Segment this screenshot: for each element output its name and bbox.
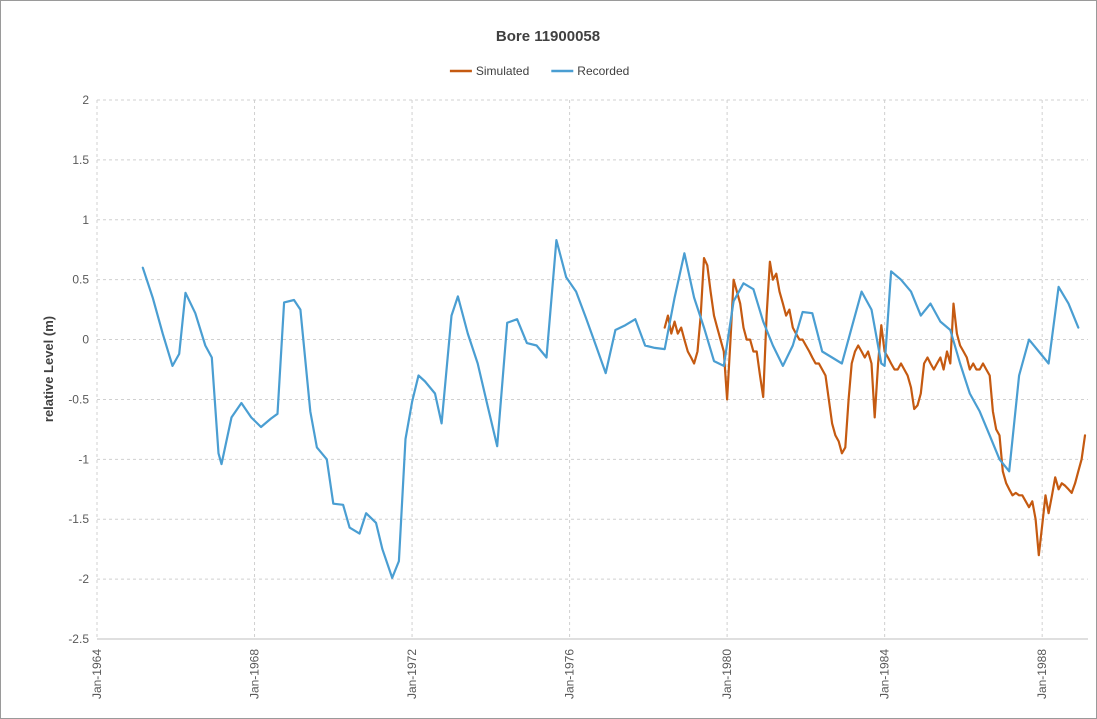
series-layer — [141, 239, 1087, 579]
series-line-simulated — [663, 257, 1087, 557]
x-tick-label: Jan-1980 — [720, 649, 734, 699]
y-tick-label: 0.5 — [72, 273, 89, 287]
chart-title: Bore 11900058 — [496, 28, 600, 45]
y-tick-label: 1.5 — [72, 153, 89, 167]
y-tick-label: -2.5 — [68, 632, 89, 646]
y-tick-label: 2 — [82, 93, 89, 107]
y-tick-label: -0.5 — [68, 392, 89, 406]
y-tick-label: -2 — [78, 572, 89, 586]
legend-label-simulated: Simulated — [476, 64, 529, 78]
x-tick-label: Jan-1972 — [405, 649, 419, 699]
y-tick-label: -1 — [78, 452, 89, 466]
grid-layer — [96, 99, 1088, 640]
x-tick-label: Jan-1968 — [248, 649, 262, 699]
series-line-recorded — [141, 239, 1080, 579]
legend-label-recorded: Recorded — [577, 64, 629, 78]
x-tick-label: Jan-1964 — [90, 649, 104, 699]
y-axis-title: relative Level (m) — [41, 316, 56, 422]
y-tick-label: 0 — [82, 333, 89, 347]
y-tick-label: 1 — [82, 213, 89, 227]
x-tick-label: Jan-1984 — [878, 649, 892, 699]
legend: Simulated Recorded — [449, 64, 629, 78]
x-tick-label: Jan-1976 — [563, 649, 577, 699]
y-tick-label: -1.5 — [68, 512, 89, 526]
x-tick-label: Jan-1988 — [1035, 649, 1049, 699]
